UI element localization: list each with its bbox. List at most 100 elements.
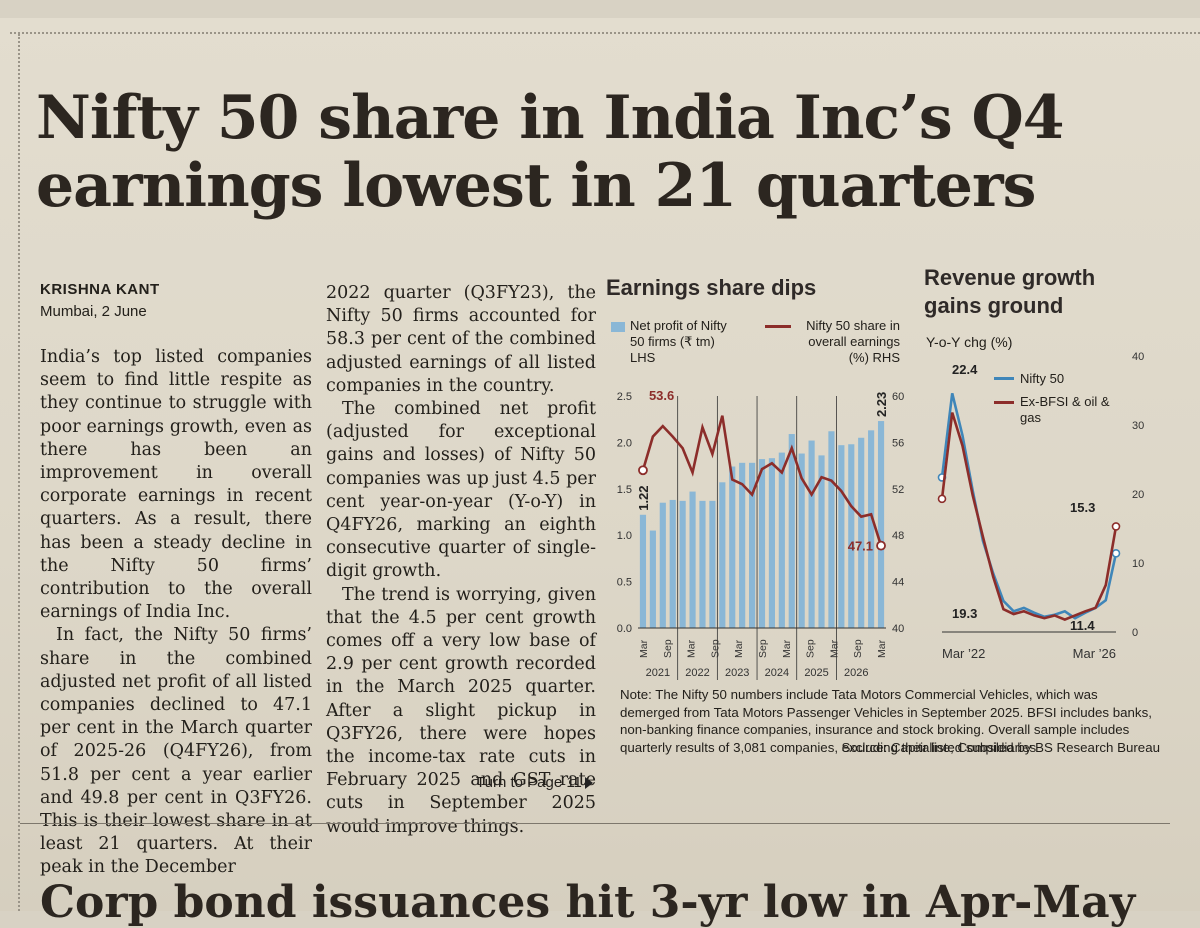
annotation-exbfsi-end: 15.3 xyxy=(1070,500,1095,515)
bar xyxy=(709,500,716,628)
left-tick-label: 0.5 xyxy=(617,577,632,589)
bottom-rule xyxy=(20,823,1170,824)
chart1-plot: 2.5 2.0 1.5 1.0 0.5 0.0 60 56 52 48 44 40 Mar Sep Mar S… xyxy=(617,388,904,680)
dateline: Mumbai, 2 June xyxy=(40,303,147,320)
quarter-label: Mar xyxy=(686,639,698,658)
annotation-line-end: 47.1 xyxy=(848,539,873,554)
right-tick-label: 60 xyxy=(892,391,904,403)
right-tick-label: 56 xyxy=(892,437,904,449)
bar xyxy=(838,445,845,628)
triangle-right-icon xyxy=(584,777,593,790)
bar xyxy=(768,458,775,628)
newspaper-page xyxy=(0,18,1200,911)
quarter-label: Mar xyxy=(638,639,650,658)
top-dotted-rule xyxy=(10,32,1200,34)
annotation-bar-end: 2.23 xyxy=(874,392,889,417)
next-headline: Corp bond issuances hit 3-yr low in Apr-… xyxy=(40,877,1136,928)
bar xyxy=(788,434,795,628)
quarter-label: Sep xyxy=(852,639,864,658)
right-tick-label: 44 xyxy=(892,577,904,589)
left-tick-label: 0.0 xyxy=(617,623,632,635)
source-text: Source: Capitaline; Compiled by BS Resea… xyxy=(841,739,1160,755)
paragraph: 2022 quarter (Q3FY23), the Nifty 50 firm… xyxy=(326,283,596,396)
bar xyxy=(858,437,865,628)
article-column-2: 2022 quarter (Q3FY23), the Nifty 50 firm… xyxy=(326,282,596,839)
turn-page-label: Turn to Page 11 xyxy=(476,774,582,791)
year-label: 2025 xyxy=(804,667,828,679)
left-tick-label: 1.5 xyxy=(617,484,632,496)
bar xyxy=(749,462,756,628)
quarter-label: Mar xyxy=(781,639,793,658)
article-column-1: India’s top listed companies seem to fin… xyxy=(40,346,312,880)
chart2-plot: 40 30 20 10 0 22.4 19.3 15.3 11.4 Mar ’22 Mar ’26 xyxy=(937,351,1144,661)
year-label: 2024 xyxy=(765,667,789,679)
right-tick-label: 10 xyxy=(1132,558,1144,570)
line-end-marker xyxy=(1111,549,1121,558)
chart2-legend-nifty: Nifty 50 xyxy=(1020,371,1065,386)
bar xyxy=(639,514,647,628)
paragraph: The combined net profit (adjusted for ex… xyxy=(326,399,596,582)
x-label-end: Mar ’26 xyxy=(1073,646,1116,661)
right-tick-label: 0 xyxy=(1132,627,1138,639)
chart1-legend-line-swatch xyxy=(765,325,791,328)
year-label: 2021 xyxy=(646,667,670,679)
paragraph: In fact, the Nifty 50 firms’ share in th… xyxy=(40,625,312,878)
bar xyxy=(719,482,726,628)
paragraph: India’s top listed companies seem to fin… xyxy=(40,347,312,623)
headline-line-1: Nifty 50 share in India Inc’s Q4 xyxy=(36,83,1065,153)
annotation-nifty-start: 22.4 xyxy=(952,362,978,377)
annotation-exbfsi-start: 19.3 xyxy=(952,606,977,621)
bar xyxy=(669,499,676,628)
bar xyxy=(877,421,885,628)
left-dotted-rule xyxy=(18,34,20,911)
right-tick-label: 30 xyxy=(1132,420,1144,432)
chart-note: Note: The Nifty 50 numbers include Tata … xyxy=(620,686,1160,756)
year-label: 2023 xyxy=(725,667,749,679)
bar xyxy=(828,431,835,628)
annotation-line-start: 53.6 xyxy=(649,388,674,403)
year-label: 2022 xyxy=(685,667,709,679)
headline: Nifty 50 share in India Inc’s Q4 earning… xyxy=(36,84,1156,220)
left-tick-label: 1.0 xyxy=(617,530,632,542)
quarter-label: Sep xyxy=(757,639,769,658)
line-start-marker xyxy=(937,494,947,504)
x-label-start: Mar ’22 xyxy=(942,646,985,661)
quarter-label: Mar xyxy=(828,639,840,658)
headline-line-2: earnings lowest in 21 quarters xyxy=(36,151,1036,221)
bar xyxy=(699,500,706,628)
chart1-title: Earnings share dips xyxy=(606,275,817,300)
annotation-bar-start: 1.22 xyxy=(636,485,651,510)
paragraph: The trend is worrying, given that the 4.… xyxy=(326,584,596,837)
bar xyxy=(739,462,746,628)
share-line xyxy=(641,415,883,547)
chart1-legend-bar: Net profit of Nifty 50 firms (₹ tm) LHS xyxy=(630,318,727,365)
byline: KRISHNA KANT xyxy=(40,281,160,298)
bar xyxy=(808,440,815,628)
bar xyxy=(868,430,875,628)
quarter-label: Mar xyxy=(876,639,888,658)
chart1-legend-bar-swatch xyxy=(611,322,625,332)
chart2-legend-exbfsi-swatch xyxy=(994,401,1014,404)
bar xyxy=(758,459,766,628)
bar xyxy=(649,530,656,628)
share-line-start-marker xyxy=(638,465,648,476)
bar xyxy=(729,466,736,628)
bar xyxy=(798,453,805,628)
quarter-label: Sep xyxy=(662,639,674,658)
quarter-label: Sep xyxy=(805,639,817,658)
right-tick-label: 40 xyxy=(892,623,904,635)
turn-page-link[interactable]: Turn to Page 11 xyxy=(476,774,593,791)
bar xyxy=(818,455,825,628)
right-tick-label: 52 xyxy=(892,484,904,496)
right-tick-label: 20 xyxy=(1132,489,1144,501)
bar xyxy=(659,502,666,628)
bar xyxy=(679,500,686,628)
annotation-nifty-end: 11.4 xyxy=(1070,618,1095,633)
share-line-end-marker xyxy=(876,540,886,551)
exbfsi-line xyxy=(940,412,1118,621)
chart2-legend-nifty-swatch xyxy=(994,377,1014,380)
right-tick-label: 48 xyxy=(892,530,904,542)
quarter-label: Sep xyxy=(709,639,721,658)
chart1-legend-line: Nifty 50 share in overall earnings (%) R… xyxy=(806,318,900,365)
bar xyxy=(778,452,785,628)
